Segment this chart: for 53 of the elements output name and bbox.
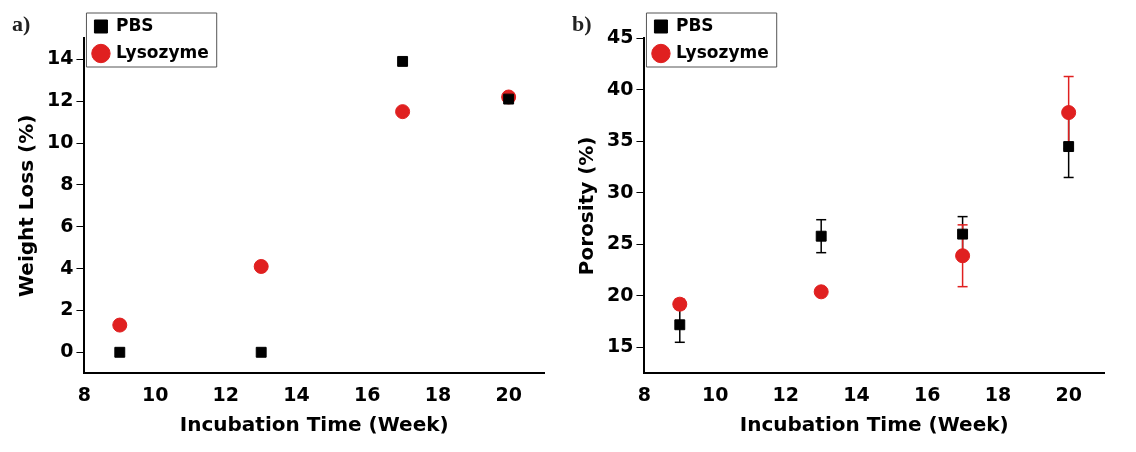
point (1061, 105, 1077, 121)
legend-label: Lysozyme (675, 41, 769, 62)
x-tick-label: 20 (1055, 382, 1082, 405)
x-axis-title: Incubation Time (Week) (739, 412, 1009, 437)
y-tick-label: 4 (60, 255, 74, 278)
x-axis-title: Incubation Time (Week) (179, 412, 449, 437)
point (397, 55, 409, 67)
y-tick-label: 10 (46, 129, 74, 152)
point (674, 319, 686, 331)
x-tick-label: 16 (914, 382, 941, 405)
point (815, 230, 827, 242)
y-tick-label: 6 (60, 213, 74, 236)
point (114, 346, 126, 358)
y-tick-label: 45 (606, 25, 634, 48)
chart-title: a) (12, 10, 31, 36)
point (813, 284, 829, 300)
point (112, 317, 128, 333)
x-tick-label: 20 (495, 382, 522, 405)
x-tick-label: 10 (141, 382, 169, 405)
y-tick-label: 25 (606, 231, 634, 254)
y-tick-label: 8 (60, 171, 74, 194)
legend-label: PBS (675, 14, 714, 35)
point (255, 346, 267, 358)
x-tick-label: 8 (77, 382, 92, 405)
point (503, 93, 515, 105)
x-tick-label: 14 (843, 382, 870, 405)
y-tick-label: 20 (606, 282, 634, 305)
x-tick-label: 16 (354, 382, 381, 405)
x-tick-label: 12 (212, 382, 240, 405)
y-tick-label: 40 (606, 76, 634, 99)
point (1063, 141, 1075, 153)
x-tick-label: 12 (772, 382, 800, 405)
point (395, 104, 411, 120)
x-tick-label: 18 (984, 382, 1012, 405)
chart-title: b) (572, 10, 592, 36)
point (957, 228, 969, 240)
y-tick-label: 0 (60, 339, 74, 362)
x-tick-label: 14 (283, 382, 310, 405)
x-tick-label: 18 (424, 382, 452, 405)
point (253, 258, 269, 274)
y-tick-label: 30 (606, 179, 634, 202)
y-tick-label: 35 (606, 128, 634, 151)
y-axis-title: Weight Loss (%) (14, 114, 39, 298)
y-tick-label: 14 (46, 46, 74, 69)
x-tick-label: 8 (637, 382, 652, 405)
legend-label: PBS (115, 14, 154, 35)
y-tick-label: 15 (606, 334, 634, 357)
y-axis-title: Porosity (%) (574, 136, 599, 276)
point (955, 248, 971, 264)
x-tick-label: 10 (701, 382, 729, 405)
y-tick-label: 2 (60, 297, 74, 320)
legend-label: Lysozyme (115, 41, 209, 62)
y-tick-label: 12 (46, 88, 74, 111)
